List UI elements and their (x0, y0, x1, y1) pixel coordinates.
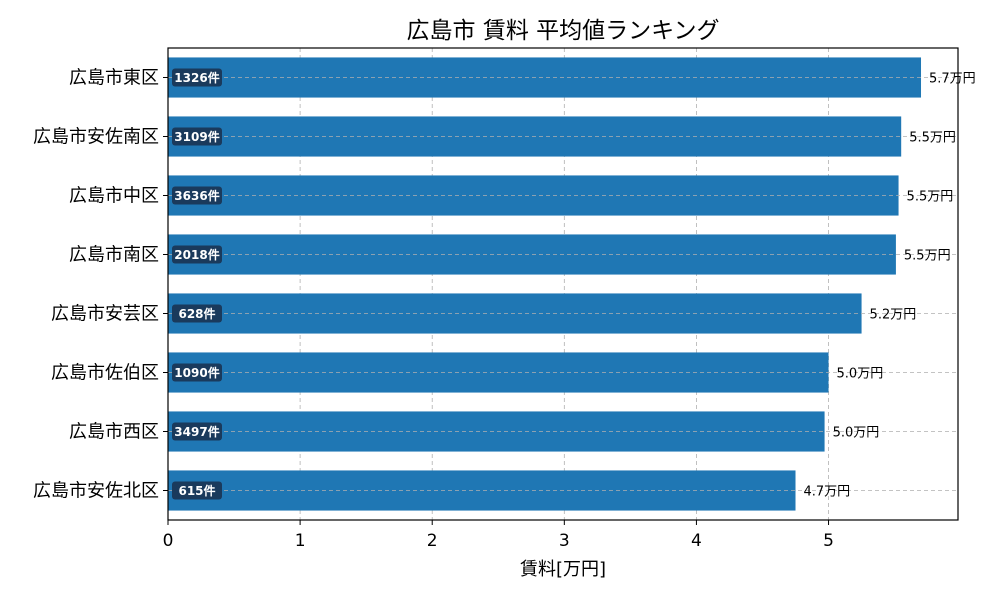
count-label-0: 1326件 (174, 70, 219, 85)
count-badge-7 (172, 481, 222, 500)
count-badge-3 (172, 245, 222, 264)
x-tick-label-0: 0 (163, 531, 174, 551)
y-tick-label-0: 広島市東区 (69, 68, 159, 89)
x-tick-label-3: 3 (559, 531, 570, 551)
y-tick-label-2: 広島市中区 (69, 186, 159, 207)
count-label-5: 1090件 (174, 365, 219, 380)
count-label-7: 615件 (178, 483, 215, 498)
x-axis-label: 賃料[万円] (520, 559, 606, 580)
count-badge-6 (172, 422, 222, 441)
x-tick-label-5: 5 (823, 531, 834, 551)
y-tick-label-7: 広島市安佐北区 (33, 481, 159, 502)
y-tick-label-4: 広島市安芸区 (51, 304, 159, 325)
chart-title: 広島市 賃料 平均値ランキング (407, 18, 720, 44)
value-label-5: 5.0万円 (837, 367, 884, 382)
value-label-4: 5.2万円 (870, 308, 917, 323)
y-tick-label-5: 広島市佐伯区 (51, 363, 159, 384)
count-badge-2 (172, 186, 222, 205)
plot-frame (167, 47, 959, 521)
value-label-0: 5.7万円 (929, 72, 976, 87)
value-label-1: 5.5万円 (909, 131, 956, 146)
labels-layer: 5.7万円 1326件 5.5万円 3109件 5.5万円 3636件 5.5万円 2018件… (168, 68, 976, 500)
value-label-2: 5.5万円 (907, 190, 954, 205)
y-tick-label-3: 広島市南区 (69, 245, 159, 266)
count-label-3: 2018件 (174, 247, 219, 262)
count-label-4: 628件 (178, 306, 215, 321)
bars-layer (168, 57, 922, 511)
x-tick-label-2: 2 (427, 531, 438, 551)
count-badge-0 (172, 68, 222, 87)
bar-0 (168, 57, 922, 98)
count-badge-1 (172, 127, 222, 146)
bar-7 (168, 470, 796, 511)
count-label-1: 3109件 (174, 129, 219, 144)
value-label-7: 4.7万円 (804, 485, 851, 500)
count-label-2: 3636件 (174, 188, 219, 203)
count-badge-4 (172, 304, 222, 323)
value-label-3: 5.5万円 (904, 249, 951, 264)
count-badge-5 (172, 363, 222, 382)
x-tick-label-1: 1 (295, 531, 306, 551)
y-tick-label-1: 広島市安佐南区 (33, 127, 159, 148)
axes-layer: 広島市東区広島市安佐南区広島市中区広島市南区広島市安芸区広島市佐伯区広島市西区広… (33, 47, 959, 551)
x-tick-label-4: 4 (691, 531, 702, 551)
value-label-6: 5.0万円 (833, 426, 880, 441)
count-label-6: 3497件 (174, 424, 219, 439)
y-tick-label-6: 広島市西区 (69, 422, 159, 443)
